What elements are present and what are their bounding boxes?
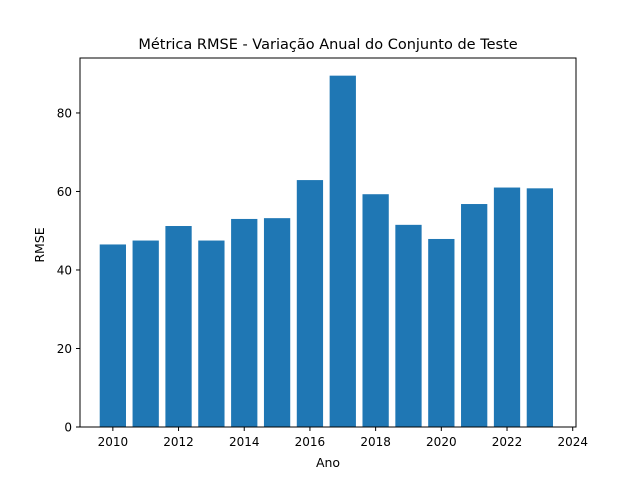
chart-title: Métrica RMSE - Variação Anual do Conjunt… [138,37,517,53]
bar-2012 [165,226,192,427]
x-tick-label: 2020 [426,435,457,449]
bar-2018 [362,194,389,427]
bar-2019 [395,224,422,427]
bar-2022 [493,187,521,427]
y-axis-label: RMSE [32,227,47,262]
bar-2020 [428,238,455,427]
bars-group [99,75,554,427]
bar-2015 [263,218,291,427]
bar-2023 [526,188,554,427]
bar-2016 [296,180,324,427]
bar-2017 [329,75,356,427]
y-tick-label: 60 [57,185,72,199]
plot-frame [79,57,577,428]
x-tick-label: 2024 [557,435,588,449]
x-axis-label: Ano [316,455,340,470]
x-tick-label: 2010 [98,435,129,449]
x-tick-label: 2016 [295,435,326,449]
bar-2010 [99,244,126,427]
y-axis: 0 20 40 60 80 [57,106,80,435]
x-tick-label: 2018 [360,435,391,449]
y-tick-label: 40 [57,263,72,277]
y-tick-label: 0 [64,421,72,435]
x-tick-label: 2012 [163,435,194,449]
y-tick-label: 20 [57,342,72,356]
y-tick-label: 80 [57,106,72,120]
bar-2014 [231,218,258,427]
x-tick-label: 2014 [229,435,260,449]
x-tick-label: 2022 [492,435,523,449]
bar-2011 [132,240,159,427]
bar-2021 [461,204,488,427]
x-axis: 2010 2012 2014 2016 2018 2020 2022 2024 [98,427,588,449]
bar-2013 [198,240,225,427]
